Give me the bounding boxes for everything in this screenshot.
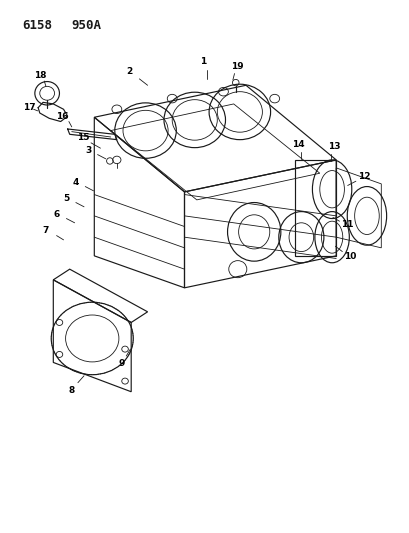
Text: 4: 4 [72,178,79,187]
Text: 18: 18 [34,71,46,80]
Text: 13: 13 [327,142,339,151]
Text: 2: 2 [126,68,132,76]
Text: 12: 12 [357,173,369,181]
Text: 10: 10 [344,253,356,261]
Text: 9: 9 [119,359,125,368]
Text: 950A: 950A [72,19,101,31]
Text: 7: 7 [43,226,49,235]
Text: 6158: 6158 [22,19,52,31]
Text: 17: 17 [23,103,36,112]
Text: 11: 11 [341,221,353,229]
Text: 8: 8 [68,386,75,394]
Text: 5: 5 [63,194,70,203]
Text: 19: 19 [230,62,243,71]
Text: 15: 15 [76,133,89,142]
Text: 14: 14 [292,141,304,149]
Text: 1: 1 [199,57,206,66]
Text: 6: 6 [53,210,60,219]
Text: 16: 16 [56,112,68,120]
Text: 3: 3 [85,146,91,155]
